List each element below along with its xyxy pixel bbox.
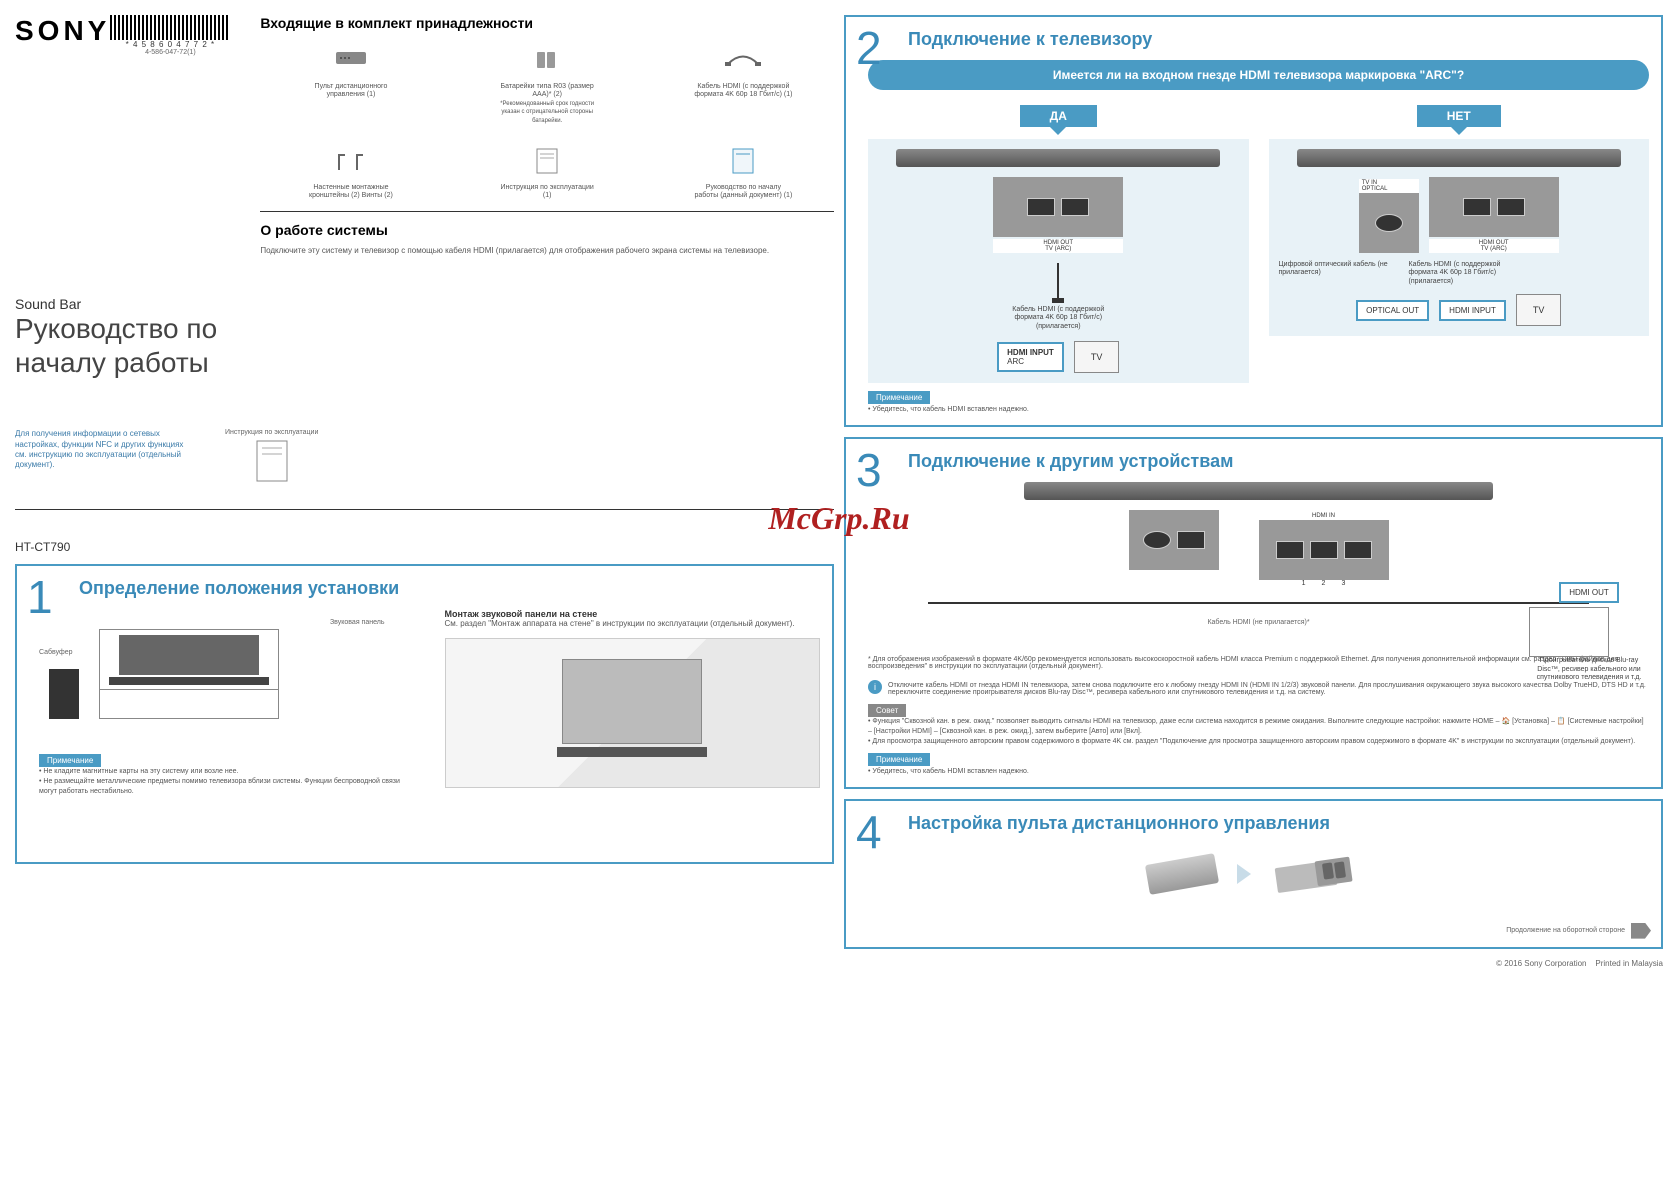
tv-box: TV: [1074, 341, 1120, 373]
accessory-guide: Руководство по началу работы (данный док…: [653, 140, 834, 201]
question-banner: Имеется ли на входном гнезде HDMI телеви…: [868, 60, 1649, 90]
tv-box: TV: [1516, 294, 1562, 326]
ports-icon: [993, 177, 1123, 237]
accessory-hdmi: Кабель HDMI (с поддержкой формата 4K 60p…: [653, 39, 834, 125]
note-item: Не кладите магнитные карты на эту систем…: [39, 767, 415, 777]
step4-panel: 4 Настройка пульта дистанционного управл…: [844, 799, 1663, 949]
accessory-label: Пульт дистанционного управления (1): [301, 83, 401, 100]
continue-label: Продолжение на оборотной стороне: [1506, 927, 1625, 934]
barcode-bars: [110, 15, 230, 40]
copyright: © 2016 Sony Corporation: [1496, 959, 1586, 968]
optical-out-box: OPTICAL OUT: [1356, 300, 1429, 321]
divider: [15, 509, 834, 510]
placement-diagram: Сабвуфер Звуковая панель Примечание Не к…: [39, 609, 415, 796]
note-badge: Примечание: [39, 754, 101, 767]
cable-label: Цифровой оптический кабель (не прилагает…: [1279, 261, 1399, 286]
ports-icon: [1259, 520, 1389, 580]
manual-icon: [252, 436, 292, 486]
accessories-heading: Входящие в комплект принадлежности: [260, 15, 834, 31]
wall-text: См. раздел "Монтаж аппарата на стене" в …: [445, 619, 821, 629]
subwoofer-icon: [49, 669, 79, 719]
header: SONY * 4 5 8 6 0 4 7 7 2 * 4-586-047-72(…: [15, 15, 834, 256]
subwoofer-label: Сабвуфер: [39, 649, 73, 656]
yes-column: ДА HDMI OUTTV (ARC) Каб: [868, 105, 1249, 383]
page: SONY * 4 5 8 6 0 4 7 7 2 * 4-586-047-72(…: [0, 0, 1678, 983]
no-badge: НЕТ: [1417, 105, 1501, 127]
yes-badge: ДА: [1020, 105, 1097, 127]
accessory-label: Настенные монтажные кронштейны (2) Винты…: [301, 184, 401, 201]
accessory-label: Руководство по началу работы (данный док…: [693, 184, 793, 201]
remote-open-icon: [1271, 849, 1361, 899]
watermark: McGrp.Ru: [768, 500, 909, 537]
step3-panel: 3 Подключение к другим устройствам HDMI …: [844, 437, 1663, 788]
barcode-text: * 4 5 8 6 0 4 7 7 2 *: [126, 40, 216, 49]
step1-panel: 1 Определение положения установки Сабвуф…: [15, 564, 834, 864]
model-number: HT-CT790: [15, 540, 834, 554]
step-title: Определение положения установки: [79, 578, 820, 599]
accessory-batteries: Батарейки типа R03 (размер AAA)* (2)*Рек…: [457, 39, 638, 125]
step-number: 4: [856, 805, 882, 859]
system-text: Подключите эту систему и телевизор с пом…: [260, 246, 834, 256]
cable-line: [928, 602, 1589, 604]
accessories-grid: Пульт дистанционного управления (1) Бата…: [260, 39, 834, 201]
tip-item: Функция "Сквозной кан. в реж. ожид." поз…: [868, 717, 1649, 737]
accessory-brackets: Настенные монтажные кронштейны (2) Винты…: [260, 140, 441, 201]
step-title: Подключение к другим устройствам: [908, 451, 1649, 472]
step-number: 3: [856, 443, 882, 497]
step-title: Настройка пульта дистанционного управлен…: [908, 813, 1649, 834]
page-turn-icon: [1631, 923, 1651, 939]
tv-stand-icon: [99, 629, 279, 719]
hdmi-input-box: HDMI INPUT: [1439, 300, 1506, 321]
barcode-code: 4-586-047-72(1): [145, 49, 196, 56]
system-heading: О работе системы: [260, 222, 834, 238]
left-column: SONY * 4 5 8 6 0 4 7 7 2 * 4-586-047-72(…: [15, 15, 834, 968]
note-badge: Примечание: [868, 753, 930, 766]
accessory-label: Инструкция по эксплуатации (1): [497, 184, 597, 201]
notes-list: Не кладите магнитные карты на эту систем…: [39, 767, 415, 796]
accessory-label: Батарейки типа R03 (размер AAA)* (2)*Рек…: [497, 83, 597, 125]
manual-label: Инструкция по эксплуатации: [225, 429, 318, 436]
tip-badge: Совет: [868, 704, 906, 717]
remote-closed-icon: [1144, 853, 1218, 895]
soundbar-icon: [896, 149, 1220, 167]
cable-icon: [1028, 263, 1088, 303]
step-number: 2: [856, 21, 882, 75]
accessory-manual: Инструкция по эксплуатации (1): [457, 140, 638, 201]
info-text: Отключите кабель HDMI от гнезда HDMI IN …: [888, 682, 1649, 696]
hdmi-out-box: HDMI OUT: [1559, 582, 1619, 603]
right-column: 2 Подключение к телевизору Имеется ли на…: [844, 15, 1663, 968]
wall-mount-diagram: Монтаж звуковой панели на стене См. разд…: [445, 609, 821, 796]
cable-label: Кабель HDMI (с поддержкой формата 4K 60p…: [998, 306, 1118, 331]
step-title: Подключение к телевизору: [908, 29, 1649, 50]
note-badge: Примечание: [868, 391, 930, 404]
tip-item: Для просмотра защищенного авторским прав…: [868, 737, 1649, 747]
product-category: Sound Bar: [15, 296, 834, 312]
brand-logo: SONY: [15, 15, 110, 47]
ports-icon: [1129, 510, 1219, 570]
arrow-icon: [1237, 864, 1251, 884]
note-text: • Убедитесь, что кабель HDMI вставлен на…: [868, 768, 1649, 775]
tips-list: Функция "Сквозной кан. в реж. ожид." поз…: [868, 717, 1649, 746]
wall-title: Монтаж звуковой панели на стене: [445, 609, 821, 619]
soundbar-label: Звуковая панель: [330, 619, 385, 626]
soundbar-icon: [1297, 149, 1621, 167]
cable-label: Кабель HDMI (с поддержкой формата 4K 60p…: [1409, 261, 1529, 286]
printed-in: Printed in Malaysia: [1595, 959, 1663, 968]
step2-panel: 2 Подключение к телевизору Имеется ли на…: [844, 15, 1663, 427]
soundbar-icon: [1024, 482, 1493, 500]
accessory-label: Кабель HDMI (с поддержкой формата 4K 60p…: [693, 83, 793, 100]
info-icon: i: [868, 680, 882, 694]
hdmi-input-box: HDMI INPUTARC: [997, 342, 1064, 372]
device-label: Проигрыватель дисков Blu-ray Disc™, реси…: [1529, 657, 1649, 682]
note-item: Не размещайте металлические предметы пом…: [39, 777, 415, 797]
product-title: Руководство по началу работы: [15, 312, 834, 379]
note-text: • Убедитесь, что кабель HDMI вставлен на…: [868, 406, 1649, 413]
divider: [260, 211, 834, 212]
blue-hint: Для получения информации о сетевых настр…: [15, 429, 195, 471]
footer: © 2016 Sony Corporation Printed in Malay…: [844, 959, 1663, 968]
no-column: НЕТ TV INOPTICAL HDMI OUTTV (ARC: [1269, 105, 1650, 383]
barcode: * 4 5 8 6 0 4 7 7 2 * 4-586-047-72(1): [110, 15, 230, 56]
cable-label: Кабель HDMI (не прилагается)*: [928, 619, 1589, 626]
accessory-remote: Пульт дистанционного управления (1): [260, 39, 441, 125]
